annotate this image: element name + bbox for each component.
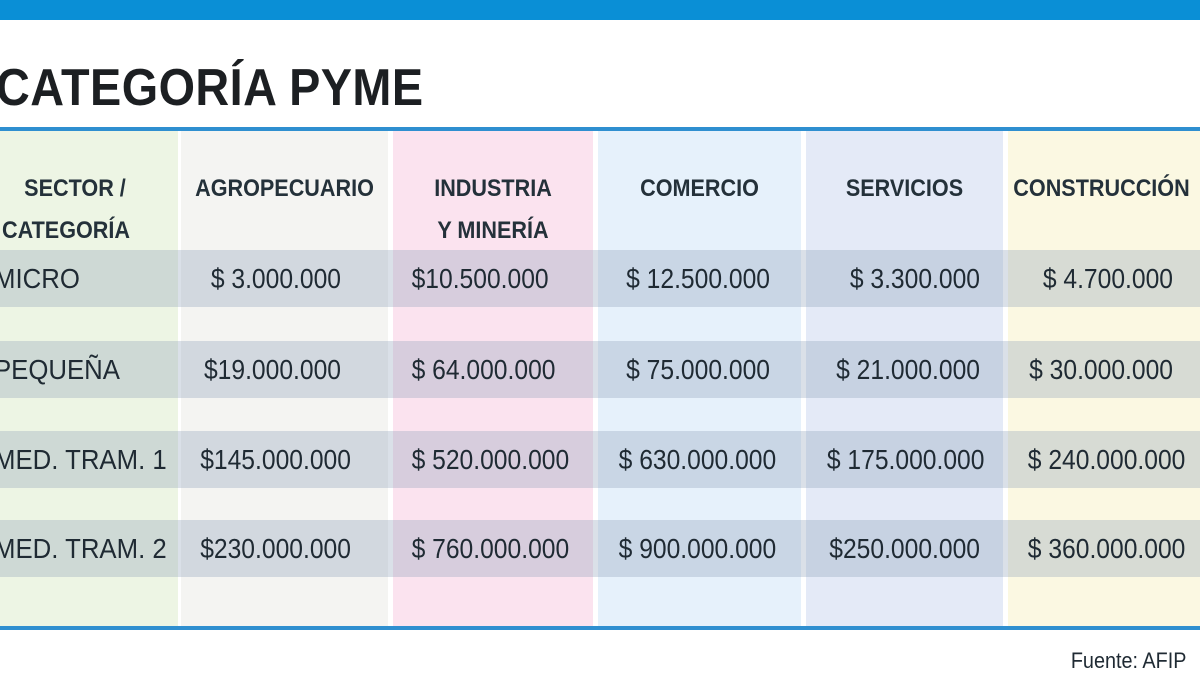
header-sector-categoria: SECTOR / CATEGORÍA: [2, 168, 143, 252]
cell-med-tram-2-servicios: $250.000.000: [829, 533, 980, 564]
cell-pequena-industria: $ 64.000.000: [411, 354, 556, 385]
header-agropecuario-label: AGROPECUARIO: [195, 175, 374, 202]
cell-micro-industria: $10.500.000: [411, 263, 549, 294]
row-label-pequena: PEQUEÑA: [0, 354, 120, 385]
header-servicios: SERVICIOS: [816, 168, 993, 210]
cell-pequena-agropecuario: $19.000.000: [203, 354, 341, 385]
header-comercio: COMERCIO: [608, 168, 791, 210]
construccion-column-background: [1008, 131, 1200, 626]
cell-med-tram-1-industria: $ 520.000.000: [411, 444, 570, 475]
header-agropecuario: AGROPECUARIO: [191, 168, 377, 210]
header-construccion: CONSTRUCCIÓN: [1013, 168, 1190, 210]
table-bottom-rule: [0, 626, 1200, 630]
cell-micro-agropecuario: $ 3.000.000: [210, 263, 341, 294]
cell-med-tram-1-servicios: $ 175.000.000: [826, 444, 985, 475]
cell-med-tram-2-agropecuario: $230.000.000: [200, 533, 351, 564]
industria-column-background: [393, 131, 593, 626]
cell-med-tram-1-construccion: $ 240.000.000: [1027, 444, 1186, 475]
row-label-med-tram-2: MED. TRAM. 2: [0, 533, 167, 564]
page-title: CATEGORÍA PYME: [0, 59, 424, 117]
comercio-column-background: [598, 131, 801, 626]
header-servicios-label: SERVICIOS: [845, 175, 964, 202]
top-accent-bar: [0, 0, 1200, 20]
row-band-micro: [0, 250, 1200, 307]
header-industria-line1: INDUSTRIA: [434, 175, 552, 202]
header-industria-mineria: INDUSTRIA Y MINERÍA: [403, 168, 583, 252]
row-band-med-tram-1: [0, 431, 1200, 488]
cell-med-tram-1-comercio: $ 630.000.000: [618, 444, 777, 475]
cell-pequena-servicios: $ 21.000.000: [836, 354, 980, 385]
header-sector-line1: SECTOR /: [24, 175, 126, 202]
cell-med-tram-1-agropecuario: $145.000.000: [200, 444, 351, 475]
header-sector-line2: CATEGORÍA: [2, 217, 130, 244]
table-top-rule: [0, 127, 1200, 131]
row-label-med-tram-1: MED. TRAM. 1: [0, 444, 167, 475]
header-comercio-label: COMERCIO: [640, 175, 759, 202]
cell-med-tram-2-industria: $ 760.000.000: [411, 533, 570, 564]
header-construccion-label: CONSTRUCCIÓN: [1013, 175, 1190, 202]
cell-micro-construccion: $ 4.700.000: [1042, 263, 1173, 294]
servicios-column-background: [806, 131, 1003, 626]
cell-med-tram-2-comercio: $ 900.000.000: [618, 533, 777, 564]
source-note: Fuente: AFIP: [1070, 648, 1186, 673]
cell-micro-comercio: $ 12.500.000: [626, 263, 770, 294]
sector-column-background: [0, 131, 178, 626]
header-industria-line2: Y MINERÍA: [437, 217, 549, 244]
cell-pequena-comercio: $ 75.000.000: [626, 354, 770, 385]
row-band-pequena: [0, 341, 1200, 398]
cell-pequena-construccion: $ 30.000.000: [1029, 354, 1173, 385]
row-band-med-tram-2: [0, 520, 1200, 577]
agro-column-background: [181, 131, 388, 626]
cell-med-tram-2-construccion: $ 360.000.000: [1027, 533, 1186, 564]
cell-micro-servicios: $ 3.300.000: [849, 263, 980, 294]
row-label-micro: MICRO: [0, 263, 80, 294]
